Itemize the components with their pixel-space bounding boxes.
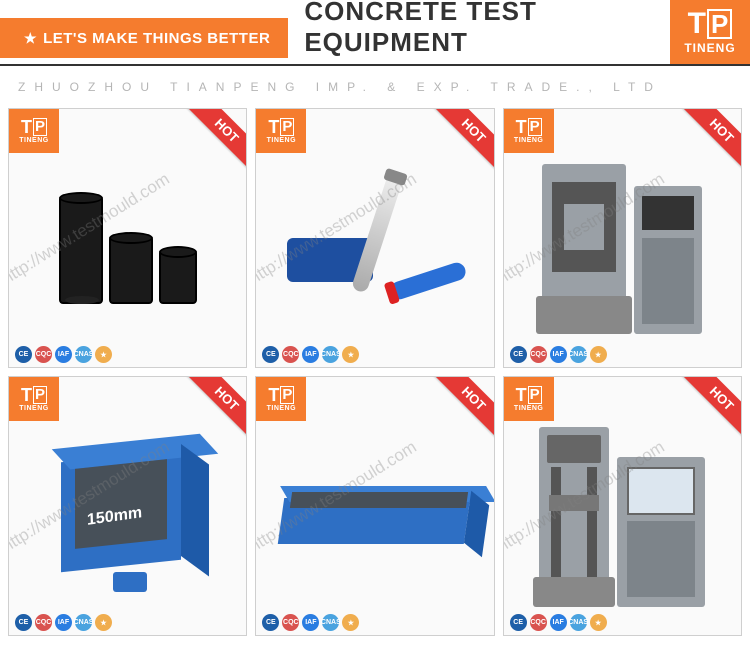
product-grid: TP TINENG HOT http://www.testmould.com C… — [0, 108, 750, 644]
cqc-badge-icon: CQC — [282, 346, 299, 363]
cert-badge-strip: CE CQC IAF CNAS ★ — [15, 614, 112, 631]
cqc-badge-icon: CQC — [282, 614, 299, 631]
product-card-universal-tester[interactable]: TP TINENG HOT http://www.testmould.com C… — [503, 376, 742, 636]
product-card-cylinder-mould[interactable]: TP TINENG HOT http://www.testmould.com C… — [8, 108, 247, 368]
cnas-badge-icon: CNAS — [322, 614, 339, 631]
star-badge-icon: ★ — [590, 346, 607, 363]
cqc-badge-icon: CQC — [530, 614, 547, 631]
product-image — [504, 427, 741, 607]
product-image: 150mm — [9, 427, 246, 607]
product-image — [9, 159, 246, 339]
product-image — [504, 159, 741, 339]
cert-badge-strip: CE CQC IAF CNAS ★ — [510, 346, 607, 363]
tagline-banner: ★ LET'S MAKE THINGS BETTER — [0, 18, 288, 58]
star-badge-icon: ★ — [95, 614, 112, 631]
star-badge-icon: ★ — [590, 614, 607, 631]
brand-logo-card: TP TINENG — [9, 109, 59, 153]
cqc-badge-icon: CQC — [35, 614, 52, 631]
cqc-badge-icon: CQC — [530, 346, 547, 363]
cnas-badge-icon: CNAS — [570, 614, 587, 631]
tagline-text: LET'S MAKE THINGS BETTER — [43, 30, 270, 47]
cert-badge-strip: CE CQC IAF CNAS ★ — [262, 614, 359, 631]
cert-badge-strip: CE CQC IAF CNAS ★ — [262, 346, 359, 363]
ce-badge-icon: CE — [262, 614, 279, 631]
brand-logo-card: TP TINENG — [256, 377, 306, 421]
cnas-badge-icon: CNAS — [75, 614, 92, 631]
product-card-beam-mould[interactable]: TP TINENG HOT http://www.testmould.com C… — [255, 376, 494, 636]
header: ★ LET'S MAKE THINGS BETTER CONCRETE TEST… — [0, 0, 750, 66]
iaf-badge-icon: IAF — [302, 614, 319, 631]
ce-badge-icon: CE — [510, 614, 527, 631]
brand-name: TINENG — [684, 41, 735, 55]
iaf-badge-icon: IAF — [550, 614, 567, 631]
brand-logo-card: TP TINENG — [256, 109, 306, 153]
brand-logo-icon: TP — [688, 9, 733, 39]
star-badge-icon: ★ — [342, 346, 359, 363]
iaf-badge-icon: IAF — [550, 346, 567, 363]
iaf-badge-icon: IAF — [55, 346, 72, 363]
star-icon: ★ — [24, 30, 37, 47]
cert-badge-strip: CE CQC IAF CNAS ★ — [15, 346, 112, 363]
ce-badge-icon: CE — [15, 614, 32, 631]
product-card-cube-mould[interactable]: TP TINENG HOT http://www.testmould.com 1… — [8, 376, 247, 636]
product-card-rebound-hammer[interactable]: TP TINENG HOT http://www.testmould.com C… — [255, 108, 494, 368]
iaf-badge-icon: IAF — [55, 614, 72, 631]
brand-logo-card: TP TINENG — [504, 377, 554, 421]
cqc-badge-icon: CQC — [35, 346, 52, 363]
ce-badge-icon: CE — [262, 346, 279, 363]
star-badge-icon: ★ — [95, 346, 112, 363]
brand-logo-card: TP TINENG — [504, 109, 554, 153]
cnas-badge-icon: CNAS — [570, 346, 587, 363]
product-card-compression-press[interactable]: TP TINENG HOT http://www.testmould.com C… — [503, 108, 742, 368]
cert-badge-strip: CE CQC IAF CNAS ★ — [510, 614, 607, 631]
cnas-badge-icon: CNAS — [322, 346, 339, 363]
company-name-strip: ZHUOZHOU TIANPENG IMP. & EXP. TRADE., LT… — [0, 66, 750, 108]
page-container: ★ LET'S MAKE THINGS BETTER CONCRETE TEST… — [0, 0, 750, 644]
iaf-badge-icon: IAF — [302, 346, 319, 363]
cnas-badge-icon: CNAS — [75, 346, 92, 363]
brand-logo-card: TP TINENG — [9, 377, 59, 421]
star-badge-icon: ★ — [342, 614, 359, 631]
brand-logo-header: TP TINENG — [670, 0, 750, 64]
product-image — [256, 427, 493, 607]
ce-badge-icon: CE — [15, 346, 32, 363]
ce-badge-icon: CE — [510, 346, 527, 363]
product-image — [256, 159, 493, 339]
page-title: CONCRETE TEST EQUIPMENT — [288, 0, 670, 64]
